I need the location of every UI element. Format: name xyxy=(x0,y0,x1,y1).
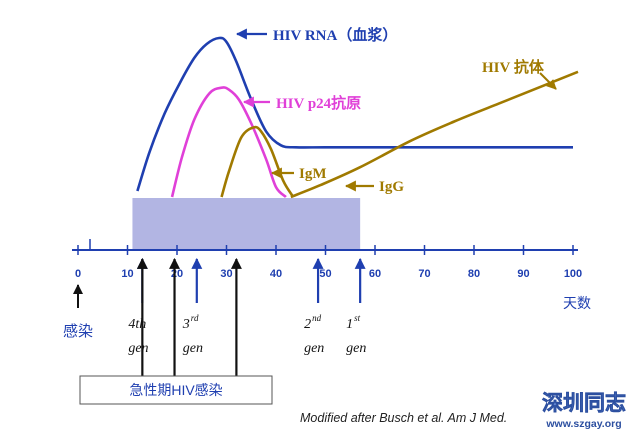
gen-ordinal-sup-3: nd xyxy=(312,313,322,323)
x-tick-label-70: 70 xyxy=(418,268,430,280)
gen-ordinal-1: 4th xyxy=(128,317,146,332)
x-tick-label-0: 0 xyxy=(75,268,81,280)
curve-3 xyxy=(220,125,295,198)
watermark-backdrop xyxy=(527,384,640,432)
gen-ordinal-2: 3 xyxy=(182,317,190,332)
igg-label: IgG xyxy=(379,179,404,195)
acute-phase-box xyxy=(79,375,273,405)
x-tick-label-50: 50 xyxy=(319,268,331,280)
x-tick-label-80: 80 xyxy=(468,268,480,280)
x-tick-label-40: 40 xyxy=(270,268,282,280)
gen-ordinal-3: 2 xyxy=(304,317,311,332)
gen-word-3: gen xyxy=(304,341,324,356)
gen-word-1: gen xyxy=(128,341,148,356)
x-tick-label-90: 90 xyxy=(517,268,529,280)
gen-word-4: gen xyxy=(346,341,366,356)
x-unit-label: 天数 xyxy=(563,295,591,311)
antibody-label: HIV 抗体 xyxy=(482,58,545,76)
p24-label: HIV p24抗原 xyxy=(276,94,361,112)
x-tick-label-10: 10 xyxy=(121,268,133,280)
gen-ordinal-sup-2: rd xyxy=(191,313,199,323)
gen-word-2: gen xyxy=(183,341,203,356)
antibody-label-arrow xyxy=(539,72,557,90)
x-tick-label-30: 30 xyxy=(220,268,232,280)
curve-2 xyxy=(170,86,287,198)
x-tick-label-100: 100 xyxy=(564,268,582,280)
watermark-url: www.szgay.org xyxy=(545,418,621,430)
source-note: Modified after Busch et al. Am J Med. xyxy=(300,411,507,425)
infection-label: 感染 xyxy=(63,323,93,340)
igm-label: IgM xyxy=(299,166,327,182)
x-tick-label-60: 60 xyxy=(369,268,381,280)
gen-ordinal-sup-4: st xyxy=(354,313,361,323)
acute-phase-label: 急性期HIV感染 xyxy=(129,382,222,398)
curve-4 xyxy=(290,70,579,199)
detection-window-band xyxy=(132,198,361,250)
gen-ordinal-4: 1 xyxy=(346,317,353,332)
rna-label: HIV RNA（血浆） xyxy=(273,26,397,44)
watermark-title: 深圳同志 xyxy=(542,391,626,415)
curve-1 xyxy=(136,36,573,192)
x-tick-label-20: 20 xyxy=(171,268,183,280)
